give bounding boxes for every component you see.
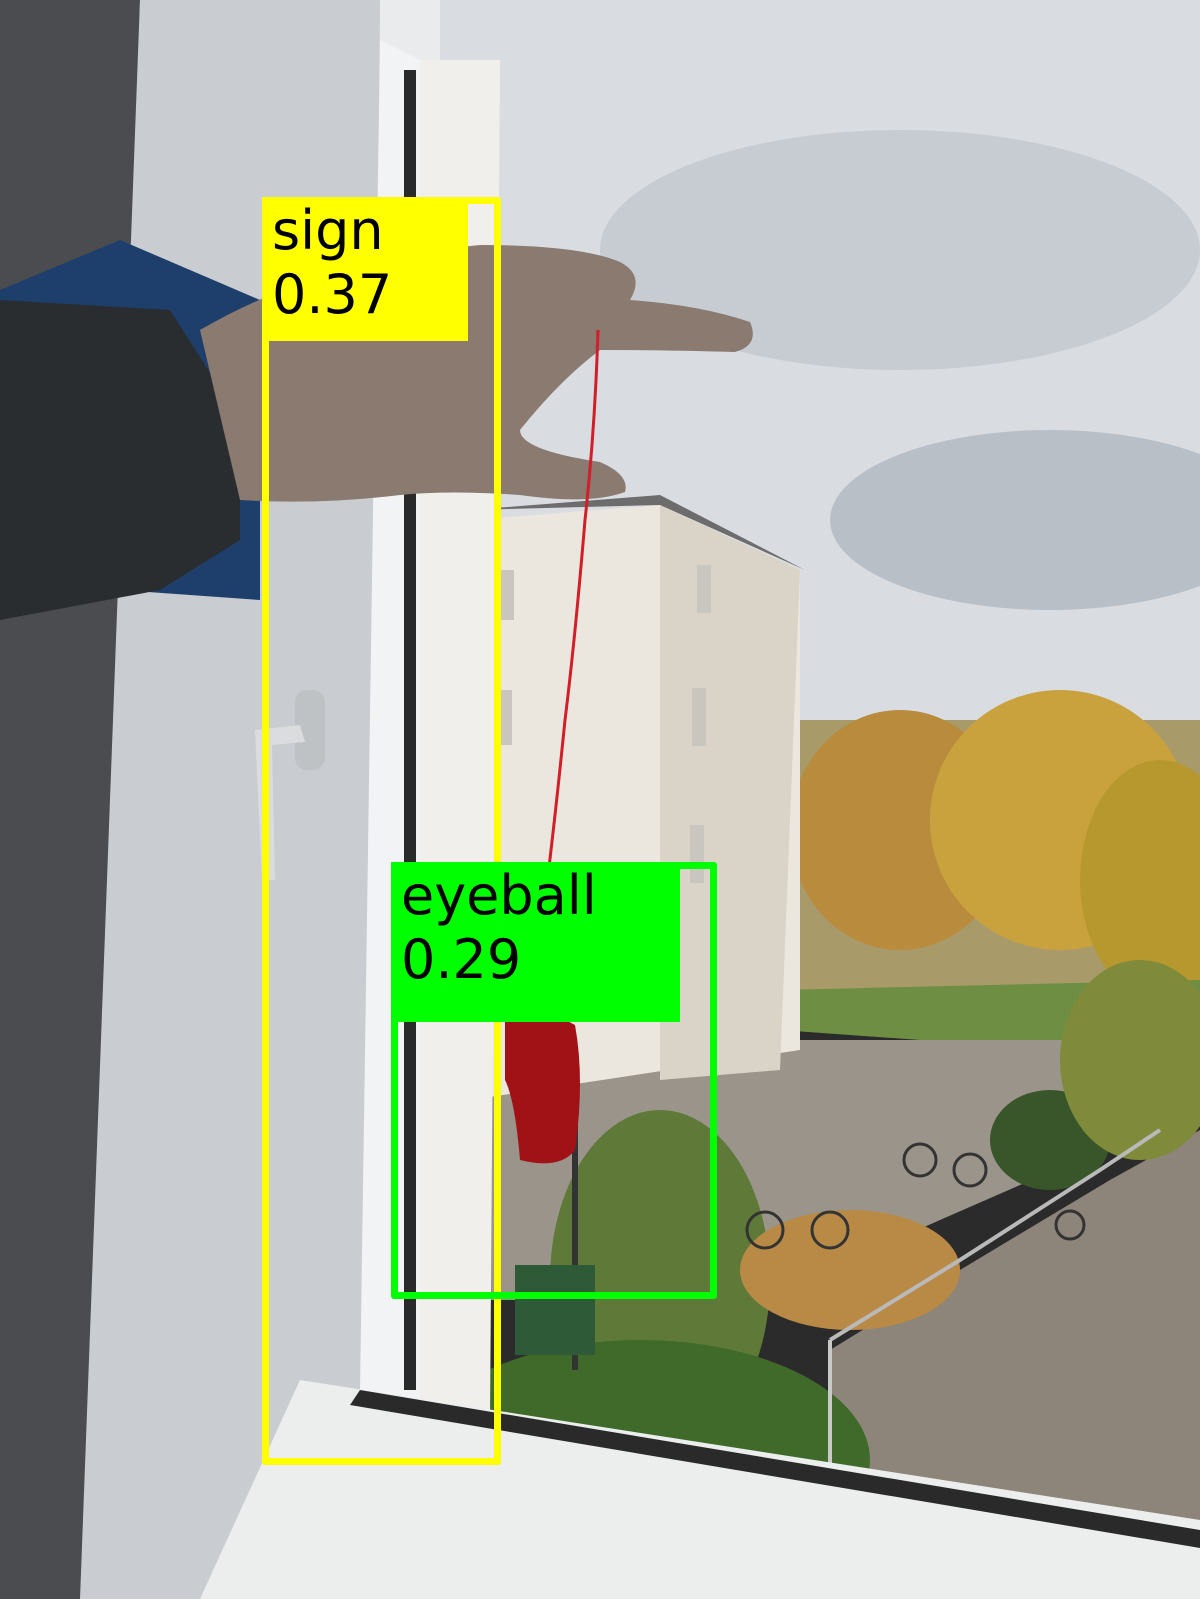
bush bbox=[1060, 960, 1200, 1160]
detection-class-label: eyeball bbox=[401, 864, 597, 927]
tree bbox=[1080, 760, 1200, 1000]
window-gasket-bottom bbox=[350, 1390, 1200, 1548]
building-window bbox=[697, 565, 711, 613]
railing bbox=[828, 1128, 1162, 1342]
bush bbox=[740, 1210, 960, 1330]
sleeve bbox=[0, 300, 240, 620]
window-handle-base bbox=[295, 690, 325, 770]
building-window bbox=[692, 688, 706, 746]
window-sill bbox=[200, 1380, 1200, 1599]
building-window bbox=[498, 690, 512, 745]
building-window bbox=[500, 570, 514, 620]
detection-class-label: sign bbox=[272, 199, 384, 262]
cloud bbox=[830, 430, 1200, 610]
detection-score: 0.37 bbox=[272, 263, 393, 326]
building-side bbox=[660, 505, 800, 1080]
detection-score: 0.29 bbox=[401, 928, 522, 991]
lamp-post bbox=[572, 1100, 578, 1370]
waste-container bbox=[515, 1265, 595, 1355]
detection-label-eyeball: eyeball 0.29 bbox=[391, 862, 680, 1022]
whistle bbox=[505, 1013, 580, 1164]
detection-label-sign: sign 0.37 bbox=[262, 197, 468, 341]
cloud bbox=[600, 130, 1200, 370]
bicycles bbox=[745, 1142, 1086, 1250]
